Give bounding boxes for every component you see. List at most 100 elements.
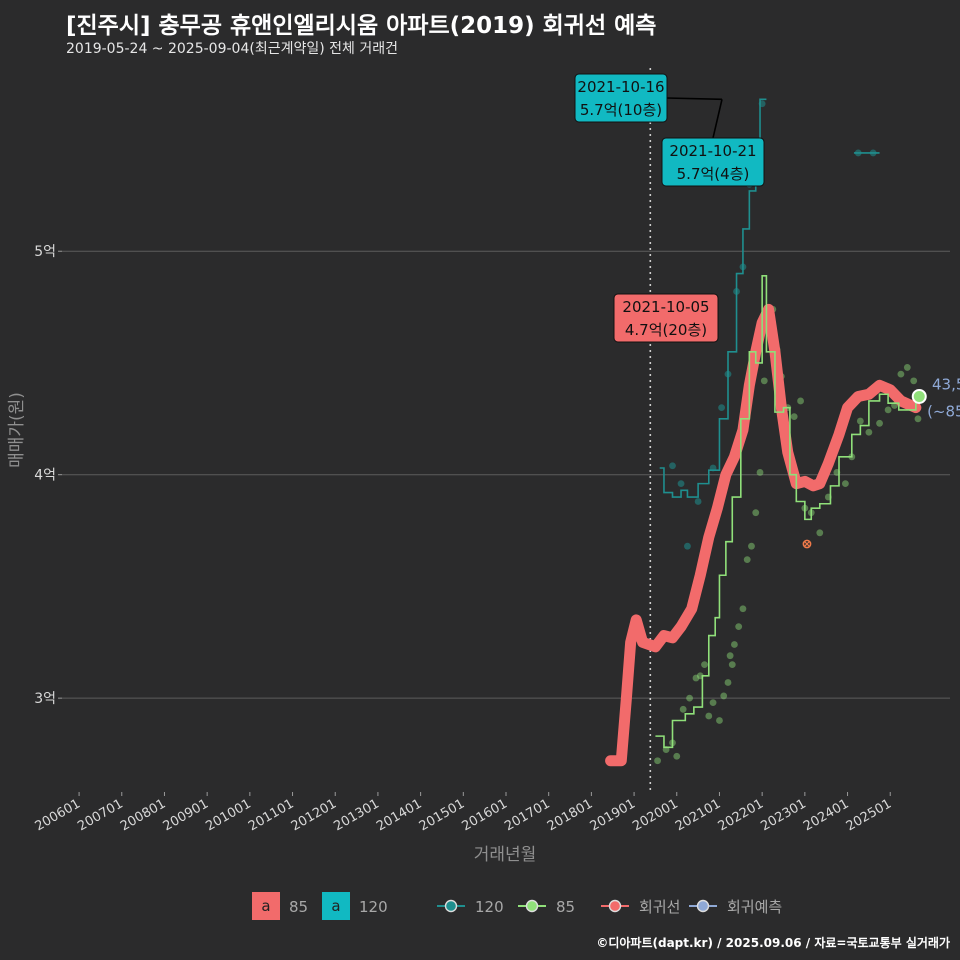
scatter-point-85: [731, 641, 738, 648]
annotation-date: 2021-10-16: [577, 78, 664, 96]
scatter-point-85: [865, 428, 873, 436]
scatter-point-85: [760, 377, 768, 385]
legend-line-dot: [696, 899, 710, 913]
scatter-point-85: [816, 529, 824, 537]
x-tick-label: 201301: [331, 796, 381, 834]
x-tick-label: 200901: [161, 796, 211, 834]
x-axis-title: 거래년월: [474, 845, 537, 865]
legend-line-dot: [525, 899, 539, 913]
x-tick-label: 202401: [801, 796, 851, 834]
legend-fill-label: 85: [289, 898, 308, 916]
scatter-point-85: [728, 661, 736, 669]
annotation-price: 5.7억(4층): [677, 165, 750, 183]
scatter-point-85: [705, 712, 713, 720]
y-tick-label: 4억: [34, 468, 56, 484]
chart-subtitle: 2019-05-24 ~ 2025-09-04(최근계약일) 전체 거래건: [66, 41, 398, 57]
scatter-point-85: [673, 752, 681, 760]
x-tick-label: 202001: [630, 796, 680, 834]
scatter-point-85: [914, 415, 922, 423]
x-tick-label: 201001: [203, 796, 253, 834]
legend-line-dot: [444, 899, 458, 913]
x-tick-label: 200801: [118, 796, 168, 834]
series-line-120: [659, 98, 767, 498]
annotation-date: 2021-10-05: [622, 298, 709, 316]
x-tick-label: 201701: [502, 796, 552, 834]
x-tick-label: 201601: [460, 796, 510, 834]
annotation-price: 5.7억(10층): [580, 101, 662, 119]
legend-line-label: 회귀선: [639, 898, 680, 916]
x-tick-label: 202501: [844, 796, 894, 834]
scatter-point-85: [897, 370, 905, 378]
regression-line: [605, 303, 922, 767]
scatter-point-120: [684, 542, 691, 550]
legend-fill-key: [322, 892, 350, 920]
marker-layer: 43,500 (~85㎡): [802, 375, 960, 549]
legend-line-label: 85: [556, 898, 575, 916]
annotation-box: [574, 73, 668, 123]
scatter-point-85: [726, 652, 734, 660]
scatter-point-85: [654, 757, 661, 765]
scatter-point-85: [739, 605, 747, 613]
scatter-point-85: [748, 542, 755, 550]
credit-footer: ©디아파트(dapt.kr) / 2025.09.06 / 자료=국토교통부 실…: [596, 936, 950, 950]
x-tick-label: 202301: [758, 796, 808, 834]
scatter-point-85: [790, 413, 798, 420]
series-line-85: [655, 275, 917, 749]
legend-layer: a 85 a 120 120 85 회귀선 회귀예측: [252, 892, 782, 920]
scatter-point-85: [735, 623, 743, 631]
scatter-point-85: [756, 469, 764, 476]
outlier-marker: [802, 539, 812, 549]
x-tick-label: 201101: [246, 796, 296, 834]
x-tick-label: 201501: [417, 796, 467, 834]
scatter-point-85: [743, 556, 751, 564]
outlier-cross: [804, 541, 810, 547]
y-tick-label: 3억: [34, 691, 56, 707]
legend-line-label: 120: [475, 898, 504, 916]
annotation-box: [661, 137, 765, 187]
grid-layer: [62, 250, 950, 699]
scatter-point-85: [686, 694, 693, 702]
scatter-point-85: [701, 661, 708, 669]
annotation-box: [613, 293, 719, 343]
annotation-layer: 2021-10-16 5.7억(10층) 2021-10-21 5.7억(4층) 202…: [574, 73, 765, 343]
x-tick-label: 200701: [75, 796, 125, 834]
scatter-point-85: [709, 699, 717, 707]
x-tick-label: 201201: [289, 796, 339, 834]
x-tick-label: 201801: [545, 796, 595, 834]
x-tick-label: 201901: [588, 796, 638, 834]
legend-fill-glyph: a: [331, 897, 340, 915]
annotation-date: 2021-10-21: [669, 142, 756, 160]
x-tick-label: 202101: [673, 796, 723, 834]
scatter-point-85: [842, 480, 849, 488]
forecast-size-label: (~85㎡): [927, 402, 960, 420]
scatter-point-85: [724, 679, 732, 686]
scatter-point-120: [694, 498, 702, 505]
line-layer: [605, 98, 922, 767]
scatter-point-85: [856, 417, 864, 425]
x-tick-label: 201401: [374, 796, 424, 834]
annotation-connector: [712, 99, 723, 139]
scatter-point-85: [884, 406, 892, 414]
y-tick-label: 5억: [34, 244, 56, 260]
scatter-point-85: [716, 717, 723, 724]
scatter-point-85: [752, 509, 760, 517]
x-tick-label: 200601: [33, 796, 83, 834]
forecast-point: [911, 388, 927, 404]
scatter-point-85: [679, 705, 687, 713]
y-axis-title: 매매가(원): [7, 392, 27, 468]
scatter-point-85: [797, 397, 804, 405]
scatter-point-85: [720, 692, 728, 700]
scatter-point-85: [910, 377, 918, 385]
legend-line-dot: [608, 899, 622, 913]
scatter-point-120: [677, 480, 685, 488]
legend-fill-key: [252, 892, 280, 920]
scatter-point-120: [669, 462, 676, 470]
legend-fill-glyph: a: [261, 897, 270, 915]
x-tick-label: 202201: [716, 796, 766, 834]
forecast-value-label: 43,500: [932, 375, 960, 393]
legend-line-label: 회귀예측: [727, 898, 782, 916]
scatter-point-85: [903, 364, 911, 371]
scatter-point-85: [692, 674, 700, 682]
